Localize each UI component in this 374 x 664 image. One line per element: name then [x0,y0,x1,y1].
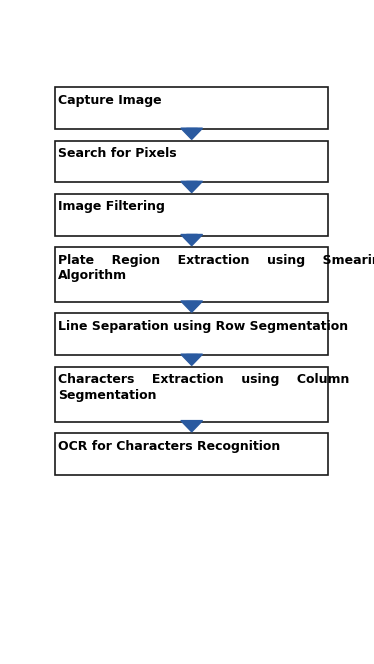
Bar [55,194,328,236]
Bar [55,247,328,302]
Bar [186,128,197,131]
Polygon shape [181,420,203,432]
Bar [55,433,328,475]
Bar [55,88,328,129]
Bar [186,301,197,303]
Text: Image Filtering: Image Filtering [58,201,165,213]
Polygon shape [181,354,203,365]
Bar [55,313,328,355]
Bar [186,181,197,184]
Text: Search for Pixels: Search for Pixels [58,147,177,160]
Text: OCR for Characters Recognition: OCR for Characters Recognition [58,440,280,453]
Polygon shape [181,128,203,139]
Text: Plate    Region    Extraction    using    Smearing
Algorithm: Plate Region Extraction using Smearing A… [58,254,374,282]
Bar [55,141,328,183]
Polygon shape [181,234,203,246]
Bar [55,367,328,422]
Bar [186,420,197,423]
Polygon shape [181,301,203,312]
Bar [186,234,197,237]
Polygon shape [181,181,203,193]
Bar [186,354,197,357]
Text: Line Separation using Row Segmentation: Line Separation using Row Segmentation [58,320,349,333]
Text: Characters    Extraction    using    Column
Segmentation: Characters Extraction using Column Segme… [58,373,350,402]
Text: Capture Image: Capture Image [58,94,162,107]
